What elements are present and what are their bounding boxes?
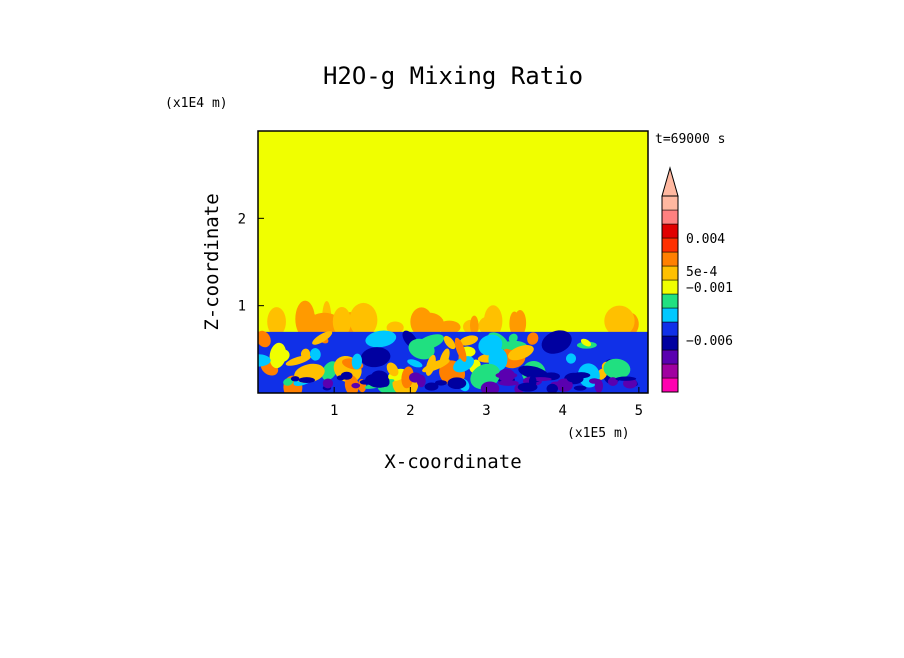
surface-cell: [298, 377, 315, 384]
time-label: t=69000 s: [655, 132, 725, 147]
x-tick-label: 3: [482, 403, 490, 419]
surface-cell: [573, 385, 587, 391]
colorbar-label-2: −0.001: [686, 281, 733, 296]
surface-cell: [498, 368, 515, 383]
colorbar-swatch: [661, 251, 679, 267]
surface-cell: [409, 372, 422, 383]
y-ticks: 12: [238, 211, 264, 315]
streak: [269, 342, 287, 369]
surface-cell: [607, 377, 618, 386]
colorbar-swatch: [661, 321, 679, 337]
surface-cell: [340, 371, 353, 380]
streak: [360, 347, 391, 368]
streak: [351, 353, 363, 370]
streak: [580, 338, 592, 347]
streak: [425, 354, 436, 376]
surface-cell: [497, 380, 519, 386]
plume: [332, 307, 352, 337]
colorbar: [661, 166, 679, 393]
streak: [459, 335, 479, 346]
colorbar-frame: [661, 195, 679, 393]
colorbar-swatch: [661, 335, 679, 351]
colorbar-swatch: [661, 279, 679, 295]
plot-frame: [257, 130, 649, 394]
y-tick-label: 2: [238, 211, 246, 227]
streak: [443, 335, 456, 350]
streak: [507, 345, 534, 361]
streak: [453, 356, 475, 373]
colorbar-swatch: [661, 223, 679, 239]
surface-cell: [615, 376, 637, 381]
streak: [283, 378, 294, 386]
colorbar-swatch: [661, 377, 679, 393]
colorbar-swatch: [661, 195, 679, 211]
surface-cell: [365, 374, 383, 386]
surface-cell: [546, 383, 559, 393]
streak: [285, 355, 311, 366]
streak: [541, 330, 572, 354]
surface-cell: [566, 373, 580, 383]
streak: [454, 337, 467, 362]
surface-cell: [588, 378, 600, 384]
streak: [312, 331, 333, 345]
streak: [258, 330, 271, 348]
x-ticks: 1 2 3 4 5: [330, 387, 643, 419]
streak: [321, 361, 338, 381]
plot-field: [258, 131, 648, 393]
colorbar-label-3: −0.006: [686, 334, 733, 349]
y-unit-label: (x1E4 m): [165, 96, 228, 111]
plume: [267, 307, 286, 337]
colorbar-label-0: 0.004: [686, 232, 725, 247]
streak: [386, 362, 399, 377]
colorbar-swatch: [661, 237, 679, 253]
surface-cell: [351, 382, 361, 389]
surface-cell: [434, 380, 448, 386]
plume: [304, 312, 318, 336]
streak: [401, 366, 414, 389]
colorbar-extend-arrow: [661, 166, 679, 197]
plume: [483, 305, 503, 337]
surface-cell: [447, 377, 467, 390]
streak: [407, 359, 423, 368]
plume: [386, 321, 404, 334]
surface-cell: [290, 376, 300, 382]
plume: [514, 310, 527, 336]
x-tick-label: 1: [330, 403, 338, 419]
colorbar-swatch: [661, 209, 679, 225]
streak: [408, 338, 435, 360]
streak: [365, 330, 397, 348]
streak: [508, 333, 518, 343]
streak: [309, 348, 321, 361]
colorbar-swatch: [661, 349, 679, 365]
plume: [349, 302, 378, 337]
streak: [565, 353, 577, 364]
surface-cell: [528, 375, 537, 388]
x-unit-label: (x1E5 m): [567, 426, 630, 441]
plume: [604, 305, 635, 337]
x-tick-label: 4: [558, 403, 566, 419]
surface-cell: [322, 378, 334, 389]
x-tick-label: 5: [635, 403, 643, 419]
turbulence-pattern: [258, 300, 648, 393]
colorbar-swatch: [661, 363, 679, 379]
surface-cell: [480, 381, 500, 393]
surface-cell: [556, 378, 573, 392]
surface-cell: [424, 382, 439, 391]
y-axis-label: Z-coordinate: [201, 193, 223, 330]
plume: [414, 312, 445, 336]
y-tick-label: 1: [238, 299, 246, 315]
colorbar-label-1: 5e-4: [686, 265, 717, 280]
x-axis-label: X-coordinate: [384, 451, 521, 473]
plume: [469, 315, 479, 335]
chart-title: H2O-g Mixing Ratio: [323, 62, 583, 90]
colorbar-swatch: [661, 307, 679, 323]
streak: [603, 358, 631, 379]
colorbar-swatch: [661, 293, 679, 309]
colorbar-swatch: [661, 265, 679, 281]
x-tick-label: 2: [406, 403, 414, 419]
streak: [527, 332, 539, 345]
